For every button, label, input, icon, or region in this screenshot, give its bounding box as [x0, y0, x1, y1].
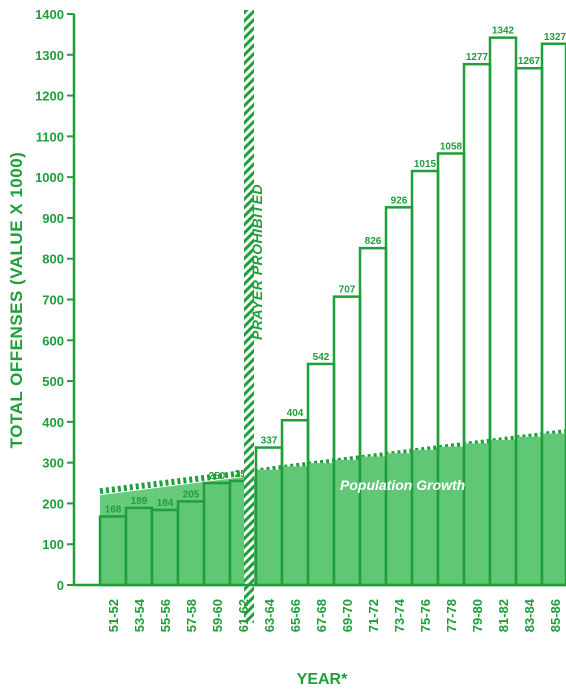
bar-value-label: 926 — [391, 195, 408, 206]
y-axis-label: TOTAL OFFENSES (VALUE X 1000) — [7, 152, 26, 449]
bar-labels-group: 168 189 184 205 250 255 337 404 542 707 826 926 1015… — [105, 26, 566, 516]
bar-value-label: 168 — [105, 504, 122, 515]
x-tick-label: 73-74 — [392, 598, 407, 632]
bar-value-label: 1015 — [414, 159, 437, 170]
bar-value-label: 255 — [235, 469, 252, 480]
population-growth-label: Population Growth — [340, 477, 465, 493]
y-tick-label: 300 — [42, 456, 64, 471]
prayer-prohibited-marker — [244, 10, 254, 623]
y-tick-label: 700 — [42, 293, 64, 308]
bar-value-label: 826 — [365, 236, 382, 247]
bar-value-label: 184 — [157, 498, 174, 509]
x-ticks-group: 51-52 53-54 55-56 57-58 59-60 61-62 63-64 65-66… — [106, 598, 563, 632]
y-tick-label: 1400 — [35, 7, 64, 22]
bar-fill — [152, 509, 178, 585]
bar-fill — [516, 436, 542, 585]
bar-value-label: 1058 — [440, 141, 463, 152]
bar-value-label: 205 — [183, 489, 200, 500]
bar-value-label: 542 — [313, 352, 330, 363]
bar-fill — [412, 449, 438, 585]
x-tick-label: 55-56 — [158, 599, 173, 632]
bar-fill — [204, 483, 230, 585]
bar-value-label: 707 — [339, 285, 356, 296]
bars-group — [98, 36, 566, 587]
prayer-prohibited-label: PRAYER PROHIBITED — [249, 184, 265, 340]
x-tick-label: 83-84 — [522, 598, 537, 632]
x-axis-label: YEAR* — [297, 671, 348, 688]
x-tick-label: 77-78 — [444, 599, 459, 632]
y-tick-label: 600 — [42, 333, 64, 348]
y-tick-label: 500 — [42, 374, 64, 389]
bar-fill — [386, 453, 412, 585]
x-tick-label: 61-62 — [236, 599, 251, 632]
bar-fill — [542, 433, 566, 585]
y-tick-label: 900 — [42, 211, 64, 226]
bar-fill — [100, 516, 126, 585]
x-tick-label: 63-64 — [262, 598, 277, 632]
x-tick-label: 65-66 — [288, 599, 303, 632]
y-tick-label: 200 — [42, 496, 64, 511]
bar-fill — [178, 501, 204, 585]
bar-fill — [464, 443, 490, 585]
bar-value-label: 337 — [261, 436, 278, 447]
bar-fill — [438, 446, 464, 585]
x-tick-label: 75-76 — [418, 599, 433, 632]
x-tick-label: 79-80 — [470, 599, 485, 632]
x-tick-label: 53-54 — [132, 598, 147, 632]
bar-value-label: 1327 — [544, 32, 566, 43]
y-tick-label: 1000 — [35, 170, 64, 185]
x-tick-label: 67-68 — [314, 599, 329, 632]
y-tick-label: 1200 — [35, 89, 64, 104]
bar-fill — [490, 440, 516, 585]
x-tick-label: 57-58 — [184, 599, 199, 632]
y-tick-label: 1300 — [35, 48, 64, 63]
bar-value-label: 250 — [209, 471, 226, 482]
bar-value-label: 1277 — [466, 52, 489, 63]
x-tick-label: 59-60 — [210, 599, 225, 632]
bar-fill — [360, 456, 386, 585]
x-tick-label: 51-52 — [106, 599, 121, 632]
x-tick-label: 85-86 — [548, 599, 563, 632]
x-tick-label: 71-72 — [366, 599, 381, 632]
y-tick-label: 100 — [42, 537, 64, 552]
bar-fill — [126, 507, 152, 585]
bar-fill — [256, 469, 282, 585]
bar-value-label: 404 — [287, 408, 304, 419]
y-tick-label: 400 — [42, 415, 64, 430]
bar-fill — [334, 459, 360, 585]
bar-value-label: 189 — [131, 496, 148, 507]
bar-value-label: 1342 — [492, 26, 515, 37]
y-ticks-group: 0 100 200 300 400 500 600 700 800 900 1000 1100 1200… — [35, 7, 74, 593]
y-tick-label: 800 — [42, 252, 64, 267]
y-tick-label: 1100 — [36, 129, 64, 144]
y-tick-label: 0 — [57, 578, 64, 593]
bar-fill — [282, 466, 308, 585]
x-tick-label: 69-70 — [340, 599, 355, 632]
bar-value-label: 1267 — [518, 56, 541, 67]
x-tick-label: 81-82 — [496, 599, 511, 632]
bar-fill — [308, 463, 334, 585]
